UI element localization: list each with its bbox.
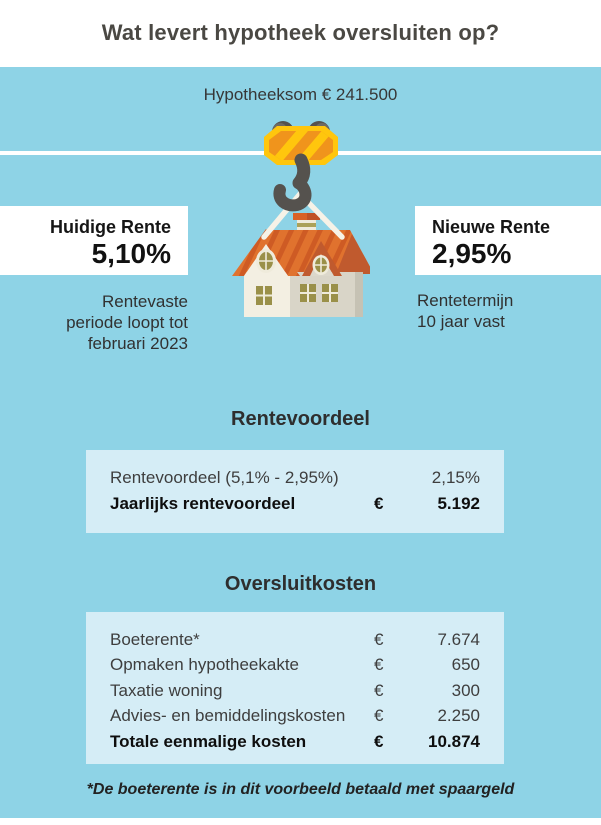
crane-house-illustration: [232, 121, 370, 317]
row-value: 2,15%: [431, 468, 480, 487]
caption-line: Rentetermijn: [417, 291, 514, 310]
table-row: Boeterente* € 7.674: [110, 627, 480, 652]
row-value: 650: [451, 655, 480, 675]
row-value: 2.250: [437, 706, 480, 726]
dormer-icon: [302, 241, 342, 276]
current-rate-card: Huidige Rente 5,10%: [0, 206, 188, 275]
mortgage-sum-label: Hypotheeksom € 241.500: [203, 85, 398, 104]
table-row-total: Jaarlijks rentevoordeel € 5.192: [110, 491, 480, 517]
crane-block-icon: [264, 126, 338, 165]
current-rate-label: Huidige Rente: [49, 217, 171, 237]
row-label: Rentevoordeel (5,1% - 2,95%): [110, 468, 339, 487]
row-label: Taxatie woning: [110, 680, 223, 700]
row-label: Jaarlijks rentevoordeel: [110, 494, 296, 513]
row-currency: €: [374, 494, 384, 513]
row-value: 7.674: [437, 630, 480, 649]
row-value: 5.192: [437, 494, 480, 513]
current-rate-value: 5,10%: [91, 238, 171, 269]
row-currency: €: [374, 655, 384, 675]
caption-line: periode loopt tot: [66, 313, 188, 332]
window-icon: [256, 284, 338, 305]
current-rate-caption: Rentevaste periode loopt tot februari 20…: [0, 291, 188, 354]
row-label: Opmaken hypotheekakte: [110, 655, 300, 675]
bottom-white-band: [0, 818, 601, 825]
row-currency: €: [374, 680, 384, 700]
benefit-section-heading: Rentevoordeel: [231, 408, 370, 430]
benefit-table: Rentevoordeel (5,1% - 2,95%) 2,15% Jaarl…: [86, 450, 504, 533]
costs-section-heading: Oversluitkosten: [224, 573, 377, 595]
house-icon: [232, 213, 370, 317]
crane-hook-icon: [273, 153, 312, 212]
new-rate-value: 2,95%: [432, 238, 512, 269]
gable-icon: [232, 229, 300, 276]
new-rate-caption: Rentetermijn 10 jaar vast: [417, 290, 601, 332]
costs-table: Boeterente* € 7.674 Opmaken hypotheekakt…: [86, 612, 504, 764]
table-row: Taxatie woning € 300: [110, 678, 480, 703]
page-title: Wat levert hypotheek oversluiten op?: [101, 20, 500, 45]
table-row: Advies- en bemiddelingskosten € 2.250: [110, 703, 480, 728]
table-row: Rentevoordeel (5,1% - 2,95%) 2,15%: [110, 465, 480, 491]
row-currency: €: [374, 731, 384, 751]
caption-line: februari 2023: [87, 334, 188, 353]
footnote: *De boeterente is in dit voorbeeld betaa…: [86, 781, 515, 798]
new-rate-label: Nieuwe Rente: [432, 217, 551, 237]
row-currency: €: [374, 706, 384, 726]
caption-line: Rentevaste: [102, 292, 188, 311]
row-label: Advies- en bemiddelingskosten: [110, 706, 346, 726]
row-label: Boeterente*: [110, 630, 200, 649]
new-rate-card: Nieuwe Rente 2,95%: [415, 206, 601, 275]
row-value: 300: [451, 680, 480, 700]
row-currency: [374, 465, 404, 491]
row-currency: €: [374, 630, 384, 649]
table-row: Opmaken hypotheekakte € 650: [110, 652, 480, 677]
table-row-total: Totale eenmalige kosten € 10.874: [110, 729, 480, 754]
caption-line: 10 jaar vast: [417, 312, 505, 331]
row-label: Totale eenmalige kosten: [110, 731, 307, 751]
row-value: 10.874: [428, 731, 480, 751]
